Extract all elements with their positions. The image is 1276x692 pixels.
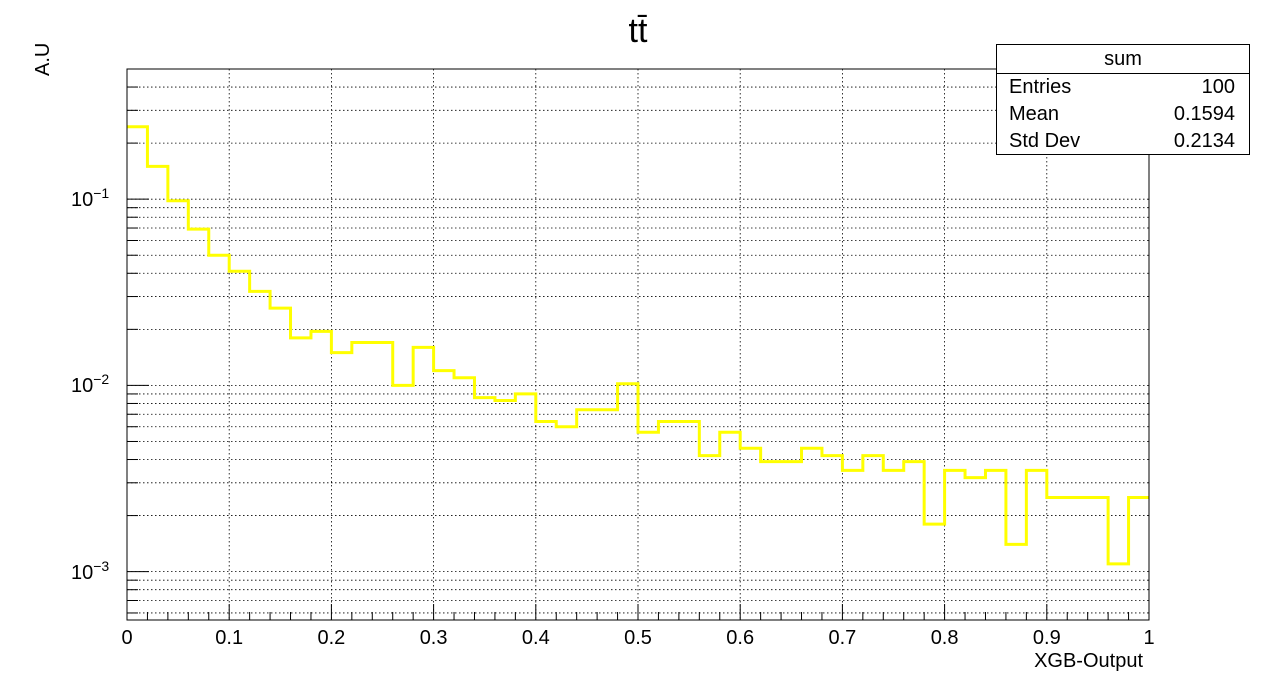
histogram-line xyxy=(127,125,1149,566)
x-tick-label: 0.4 xyxy=(521,627,550,649)
stats-box: sum Entries 100 Mean 0.1594 Std Dev 0.21… xyxy=(996,44,1250,155)
plot-frame xyxy=(126,68,1150,621)
stats-value: 100 xyxy=(1201,76,1235,98)
y-axis-label: A.U xyxy=(32,42,54,76)
stats-label: Std Dev xyxy=(1009,130,1081,152)
stats-label: Mean xyxy=(1009,103,1060,125)
chart-title: tt̄ xyxy=(628,12,648,50)
x-axis-label: XGB-Output xyxy=(1034,650,1143,672)
stats-row-mean: Mean 0.1594 xyxy=(997,101,1249,128)
stats-row-stddev: Std Dev 0.2134 xyxy=(997,128,1249,155)
stats-label: Entries xyxy=(1009,76,1072,98)
x-tick-label: 0.5 xyxy=(624,627,652,649)
x-tick-label: 0.9 xyxy=(1032,627,1061,649)
stats-title: sum xyxy=(997,45,1249,74)
y-tick-label: 10−3 xyxy=(71,557,110,584)
x-tick-label: 0 xyxy=(121,627,133,649)
x-tick-label: 0.6 xyxy=(726,627,755,649)
axis-ticks xyxy=(126,68,1150,620)
y-tick-label: 10−1 xyxy=(71,185,110,212)
x-tick-label: 0.8 xyxy=(930,627,959,649)
x-tick-label: 0.2 xyxy=(317,627,346,649)
x-tick-label: 0.1 xyxy=(215,627,244,649)
x-tick-label: 1 xyxy=(1143,627,1155,649)
stats-value: 0.2134 xyxy=(1173,130,1235,152)
stats-row-entries: Entries 100 xyxy=(997,74,1249,101)
y-tick-label: 10−2 xyxy=(71,371,110,398)
x-tick-label: 0.7 xyxy=(828,627,857,649)
stats-value: 0.1594 xyxy=(1173,103,1235,125)
x-tick-label: 0.3 xyxy=(419,627,448,649)
